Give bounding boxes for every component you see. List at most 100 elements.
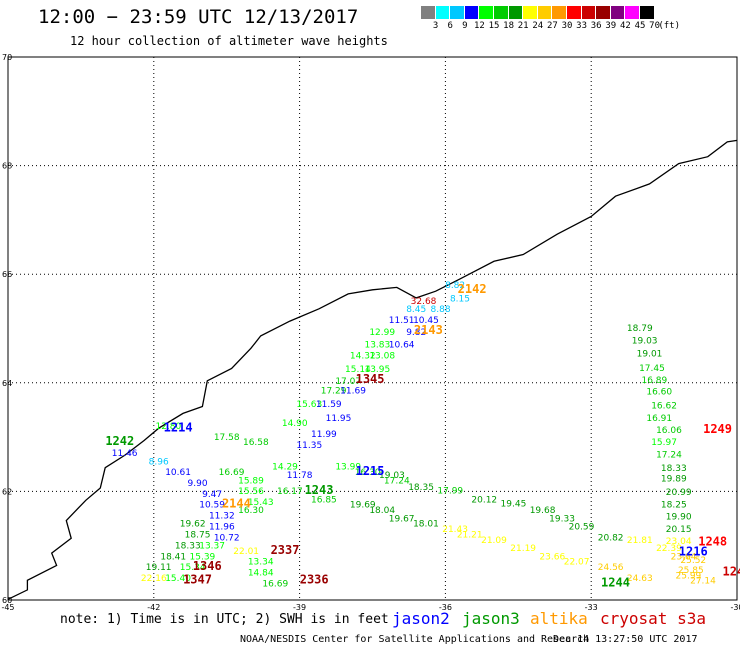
pass-time-label: 1347 bbox=[183, 573, 212, 587]
pass-time-label: 2336 bbox=[300, 573, 329, 587]
scale-swatch bbox=[639, 6, 655, 19]
scale-label: 12 bbox=[473, 21, 485, 31]
pass-time-label: 2144 bbox=[222, 497, 251, 511]
scale-label: 6 bbox=[447, 21, 453, 31]
scale-swatch bbox=[610, 6, 626, 19]
wave-height-reading: 8.96 bbox=[149, 457, 169, 467]
wave-height-reading: 18.25 bbox=[661, 501, 687, 511]
scale-label: 30 bbox=[561, 21, 573, 31]
wave-height-reading: 19.90 bbox=[666, 513, 692, 523]
wave-height-reading: 18.33 bbox=[661, 464, 687, 474]
wave-height-reading: 15.56 bbox=[238, 487, 264, 497]
wave-height-reading: 11.69 bbox=[340, 387, 366, 397]
wave-height-reading: 19.45 bbox=[501, 500, 527, 510]
wave-height-reading: 15.39 bbox=[190, 552, 216, 562]
wave-height-reading: 14.32 bbox=[350, 351, 376, 361]
wave-height-reading: 25.99 bbox=[676, 571, 702, 581]
legend-jason3: jason3 bbox=[462, 609, 520, 628]
lon-tick-label: -33 bbox=[585, 603, 598, 612]
scale-swatch bbox=[552, 6, 567, 19]
wave-height-reading: 15.40 bbox=[165, 574, 191, 584]
wave-height-reading: 11.99 bbox=[311, 430, 337, 440]
wave-height-reading: 16.60 bbox=[646, 388, 672, 398]
wave-height-reading: 11.32 bbox=[209, 512, 235, 522]
scale-label: 39 bbox=[605, 21, 617, 31]
wave-height-reading: 20.12 bbox=[471, 495, 497, 505]
scale-label: 21 bbox=[517, 21, 529, 31]
pass-time-label: 1215 bbox=[356, 464, 385, 478]
wave-height-reading: 15.34 bbox=[180, 563, 206, 573]
scale-swatch bbox=[625, 6, 640, 19]
wave-height-reading: 19.89 bbox=[661, 475, 687, 485]
legend-altika: altika bbox=[530, 609, 588, 628]
wave-height-reading: 27.14 bbox=[690, 577, 716, 587]
wave-height-reading: 17.29 bbox=[321, 387, 347, 397]
wave-height-reading: 13.83 bbox=[364, 341, 390, 351]
wave-height-reading: 22.39 bbox=[656, 544, 682, 554]
scale-label: 27 bbox=[546, 21, 558, 31]
wave-height-reading: 19.68 bbox=[530, 506, 556, 516]
scale-label: 36 bbox=[590, 21, 602, 31]
scale-swatch bbox=[523, 6, 538, 19]
scale-swatch bbox=[464, 6, 480, 19]
wave-height-reading: 19.03 bbox=[379, 471, 405, 481]
color-scale-swatches bbox=[421, 6, 731, 19]
lat-tick-label: 62 bbox=[2, 487, 12, 496]
chart-title: 12:00 − 23:59 UTC 12/13/2017 bbox=[38, 6, 359, 28]
wave-height-reading: 25.85 bbox=[678, 566, 704, 576]
wave-height-reading: 17.99 bbox=[437, 487, 463, 497]
wave-height-reading: 18.41 bbox=[160, 552, 186, 562]
wave-height-reading: 15.63 bbox=[296, 400, 322, 410]
lat-tick-label: 66 bbox=[2, 270, 12, 279]
scale-label: 18 bbox=[503, 21, 515, 31]
wave-height-reading: 23.66 bbox=[539, 552, 565, 562]
wave-height-reading: 8.82 bbox=[445, 281, 465, 291]
wave-height-reading: 11.78 bbox=[287, 471, 313, 481]
wave-height-reading: 22.07 bbox=[564, 558, 590, 568]
wave-height-reading: 8.15 bbox=[450, 294, 470, 304]
color-scale-labels: 3 6 9 12 15 18 21 24 27 30 33 36 39 42 45 70 (ft) bbox=[421, 19, 731, 31]
wave-height-reading: 17.24 bbox=[384, 476, 410, 486]
pass-time-label: 1242 bbox=[105, 434, 134, 448]
wave-height-reading: 15.97 bbox=[651, 438, 677, 448]
lat-tick-label: 70 bbox=[2, 53, 12, 62]
pass-time-label: 2143 bbox=[414, 323, 443, 337]
wave-height-reading: 18.35 bbox=[408, 483, 434, 493]
wave-height-reading: 10.61 bbox=[165, 468, 191, 478]
wave-height-reading: 19.69 bbox=[350, 501, 376, 511]
map-frame bbox=[7, 56, 738, 601]
wave-height-reading: 19.03 bbox=[632, 337, 658, 347]
wave-height-reading: 21.43 bbox=[442, 525, 468, 535]
note-text: note: 1) Time is in UTC; 2) SWH is in fe… bbox=[60, 612, 389, 627]
scale-label: 24 bbox=[532, 21, 544, 31]
scale-label: 9 bbox=[462, 21, 468, 31]
lat-tick-label: 64 bbox=[2, 379, 12, 388]
wave-height-reading: 16.91 bbox=[646, 414, 672, 424]
scale-swatch bbox=[421, 6, 436, 19]
wave-height-reading: 15.89 bbox=[238, 476, 264, 486]
wave-height-reading: 12.80 bbox=[155, 422, 181, 432]
color-scale: 3 6 9 12 15 18 21 24 27 30 33 36 39 42 45 70 (ft) bbox=[421, 6, 731, 31]
wave-height-reading: 16.30 bbox=[238, 506, 264, 516]
lon-tick-label: -42 bbox=[147, 603, 160, 612]
wave-height-reading: 16.17 bbox=[277, 487, 303, 497]
lat-tick-label: 60 bbox=[2, 596, 12, 605]
wave-height-reading: 13.08 bbox=[369, 351, 395, 361]
wave-height-reading: 17.07 bbox=[335, 377, 361, 387]
scale-swatch bbox=[581, 6, 597, 19]
wave-height-reading: 16.06 bbox=[656, 426, 682, 436]
footer-org: NOAA/NESDIS Center for Satellite Applica… bbox=[240, 634, 590, 645]
lon-tick-label: -36 bbox=[439, 603, 452, 612]
wave-height-reading: 8.88 bbox=[431, 305, 451, 315]
pass-time-label: 1249 bbox=[703, 422, 732, 436]
wave-height-reading: 24.56 bbox=[598, 563, 624, 573]
pass-time-label: 2142 bbox=[458, 282, 487, 296]
scale-label: 70 bbox=[649, 21, 661, 31]
wave-height-reading: 23.04 bbox=[666, 537, 692, 547]
wave-height-reading: 18.33 bbox=[175, 541, 201, 551]
wave-height-reading: 11.46 bbox=[112, 449, 138, 459]
pass-time-label: 1243 bbox=[305, 483, 334, 497]
wave-height-reading: 10.64 bbox=[389, 341, 415, 351]
wave-height-reading: 20.99 bbox=[666, 488, 692, 498]
